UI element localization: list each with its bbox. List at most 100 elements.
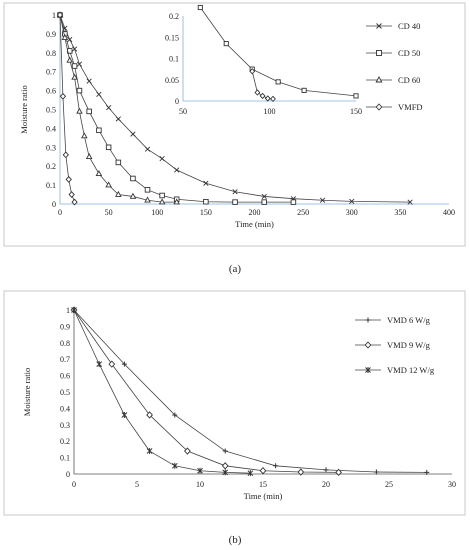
data-point-vmfd: [270, 95, 276, 103]
y-tick-label-0-3: 0.3: [46, 143, 56, 152]
y-tick-label-0-2: 0.2: [60, 437, 70, 446]
data-point-vmd-6-w-g: [323, 467, 329, 473]
data-point-cd-50: [275, 79, 281, 85]
y-tick-label-0-05: 0.05: [165, 76, 179, 85]
data-point-cd-60: [61, 33, 69, 40]
legend-item-vmfd: VMFD: [366, 102, 423, 112]
x-tick-label-10: 10: [196, 480, 204, 489]
data-point-vmd-12-w-g: [96, 361, 103, 368]
legend-label-vmd-12-w-g: VMD 12 W/g: [387, 365, 435, 375]
data-point-vmd-9-w-g: [146, 411, 153, 419]
x-tick-label-15: 15: [259, 480, 267, 489]
data-point-vmd-9-w-g: [297, 468, 305, 476]
data-point-cd-40: [106, 104, 112, 111]
data-point-cd-40: [130, 131, 136, 137]
data-point-cd-50: [301, 87, 307, 93]
data-point-cd-60: [66, 56, 74, 63]
data-point-cd-40: [174, 167, 180, 173]
data-point-cd-40: [319, 197, 326, 203]
data-point-cd-50: [144, 187, 151, 193]
legend-marker-vmd-12-w-g: [365, 367, 371, 373]
y-tick-label-0-15: 0.15: [165, 33, 179, 42]
legend-item-vmd-12-w-g: VMD 12 W/g: [355, 365, 435, 375]
series-vmfd: [249, 68, 276, 103]
x-tick-label-20: 20: [322, 480, 330, 489]
x-tick-label-200: 200: [249, 208, 261, 217]
data-point-cd-50: [353, 93, 359, 99]
y-tick-label-0-9: 0.9: [46, 30, 56, 39]
data-point-cd-40: [349, 198, 355, 204]
y-tick-label-0-6: 0.6: [46, 87, 56, 96]
data-point-cd-50: [159, 192, 165, 199]
chart-a-inset: 50 100 150 0 0.05 0.1 0.15 0.2: [165, 4, 362, 116]
y-tick-label-0-2: 0.2: [169, 12, 179, 21]
panel-b-frame: [3, 290, 466, 516]
y-tick-label-0-8: 0.8: [46, 49, 56, 58]
series-cd-50: [197, 4, 359, 99]
legend-label-cd-50: CD 50: [398, 48, 420, 58]
data-point-cd-40: [96, 91, 102, 97]
data-point-vmd-12-w-g: [121, 411, 128, 418]
data-point-vmd-6-w-g: [273, 463, 279, 469]
legend-marker-vmd-6-w-g: [365, 317, 371, 323]
x-tick-label-250: 250: [297, 208, 309, 217]
legend-marker-vmd-9-w-g: [364, 341, 372, 349]
data-point-cd-60: [85, 153, 93, 160]
x-tick-label-25: 25: [385, 480, 393, 489]
series-line-vmd-9-w-g: [73, 309, 339, 473]
x-tick-label-0: 0: [58, 208, 62, 217]
data-point-cd-40: [203, 180, 209, 186]
data-point-cd-50: [290, 199, 297, 205]
data-point-cd-40: [159, 156, 165, 162]
legend-marker-cd-60: [375, 76, 383, 83]
data-point-vmfd: [254, 89, 261, 96]
y-tick-label-0: 0: [66, 470, 70, 479]
data-point-cd-60: [71, 73, 78, 80]
data-point-cd-60: [173, 198, 180, 205]
data-point-vmfd: [71, 198, 78, 206]
data-point-vmfd: [59, 92, 67, 100]
data-point-cd-40: [232, 189, 238, 195]
y-tick-label-0-8: 0.8: [60, 339, 70, 348]
data-point-cd-60: [81, 132, 88, 139]
series-line-vmd-12-w-g: [73, 309, 251, 474]
y-tick-label-0-3: 0.3: [60, 421, 70, 430]
data-point-vmfd: [56, 11, 64, 19]
y-tick-label-0-1: 0.1: [169, 55, 179, 64]
data-point-cd-50: [86, 108, 92, 115]
data-point-cd-40: [71, 46, 78, 52]
y-tick-label-0-6: 0.6: [60, 372, 70, 381]
data-point-cd-40: [261, 193, 267, 200]
data-point-vmd-6-w-g: [373, 469, 379, 475]
legend-item-vmd-6-w-g: VMD 6 W/g: [355, 315, 431, 325]
y-tick-label-0-1: 0.1: [60, 454, 70, 463]
legend-item-cd-40: CD 40: [366, 21, 420, 31]
y-tick-label-1: 1: [66, 306, 70, 315]
data-point-vmd-6-w-g: [222, 448, 228, 454]
legend-label-vmd-6-w-g: VMD 6 W/g: [387, 315, 431, 325]
data-point-cd-50: [71, 63, 78, 69]
chart-a: 0 50 100 150 200 250 300 350 40000.10.20.30.40.5…: [19, 11, 455, 229]
y-axis-title: Moisture ratio: [22, 368, 32, 416]
data-point-cd-50: [96, 127, 102, 134]
data-point-cd-60: [105, 181, 112, 188]
x-axis-title: Time (min): [244, 491, 283, 501]
y-tick-label-0-7: 0.7: [46, 68, 56, 77]
data-point-cd-60: [158, 198, 166, 205]
y-tick-label-0-4: 0.4: [46, 124, 56, 133]
legend-marker-cd-50: [376, 50, 382, 56]
data-point-vmd-12-w-g: [171, 462, 178, 469]
series-line-cd-60: [59, 14, 177, 203]
data-point-vmd-9-w-g: [335, 468, 342, 477]
x-tick-label-30: 30: [448, 480, 456, 489]
data-point-cd-50: [203, 198, 209, 205]
data-point-cd-40: [144, 146, 151, 152]
data-point-vmd-12-w-g: [197, 467, 203, 474]
legend-label-vmfd: VMFD: [398, 102, 423, 112]
x-tick-label-50: 50: [179, 107, 187, 116]
data-point-cd-40: [115, 116, 121, 122]
panel-b-label: (b): [229, 534, 242, 546]
data-point-cd-50: [76, 87, 83, 94]
legend-label-cd-40: CD 40: [398, 21, 420, 31]
